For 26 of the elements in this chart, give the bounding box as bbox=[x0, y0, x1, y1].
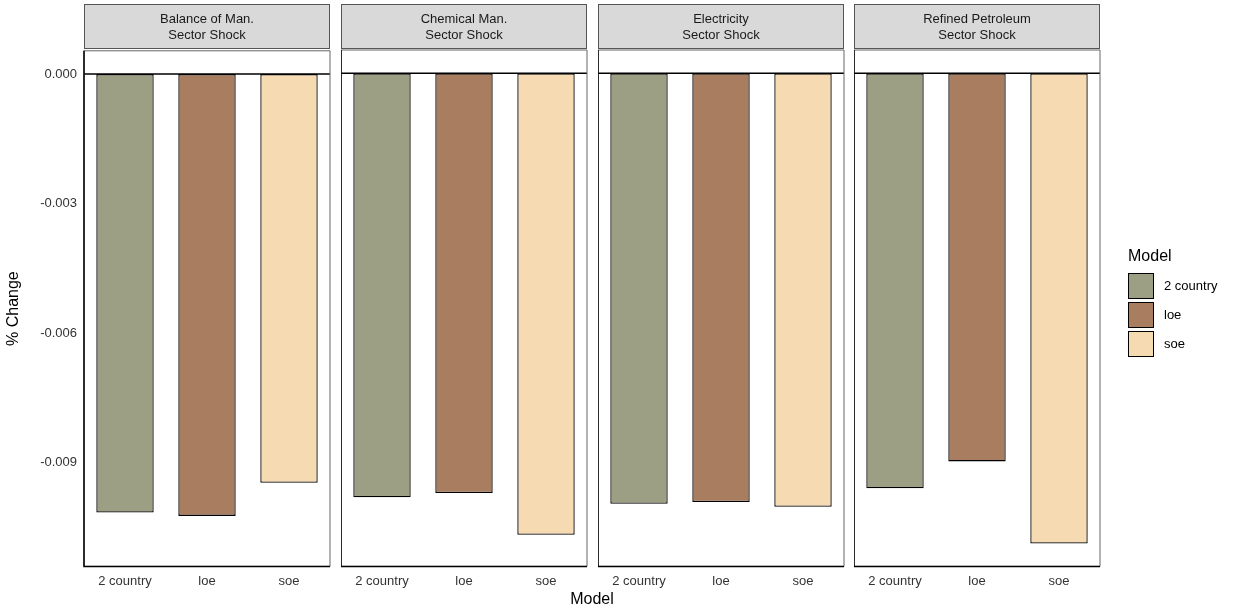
x-tick-label: soe bbox=[535, 572, 557, 588]
y-axis-title: % Change bbox=[4, 271, 22, 346]
x-tick-label: loe bbox=[198, 572, 216, 588]
x-tick-label: loe bbox=[455, 572, 473, 588]
chart-title: Refined Petroleum Sector Shock bbox=[854, 4, 1100, 49]
chart-title: Electricity Sector Shock bbox=[598, 4, 844, 49]
x-tick-label: loe bbox=[968, 572, 986, 588]
x-axis-title: Model bbox=[569, 590, 615, 608]
legend-title: Model bbox=[1128, 247, 1173, 265]
x-tick-label: 2 country bbox=[355, 572, 410, 588]
y-tick-label: 0.000 bbox=[44, 65, 77, 81]
legend-label: loe bbox=[1164, 307, 1182, 322]
chart-title: Balance of Man. Sector Shock bbox=[84, 4, 330, 49]
legend-label: soe bbox=[1164, 336, 1185, 351]
y-tick-label: -0.003 bbox=[40, 195, 77, 211]
chart-title: Chemical Man. Sector Shock bbox=[341, 4, 587, 49]
x-tick-label: loe bbox=[712, 572, 730, 588]
x-tick-label: soe bbox=[792, 572, 814, 588]
y-tick-label: -0.009 bbox=[40, 454, 77, 469]
y-tick-label: -0.006 bbox=[40, 324, 77, 340]
x-tick-label: soe bbox=[1048, 572, 1070, 588]
x-tick-label: 2 country bbox=[868, 572, 923, 588]
x-tick-label: soe bbox=[278, 572, 300, 588]
legend-label: 2 country bbox=[1164, 278, 1218, 293]
x-tick-label: 2 country bbox=[612, 572, 667, 588]
x-tick-label: 2 country bbox=[98, 572, 153, 588]
